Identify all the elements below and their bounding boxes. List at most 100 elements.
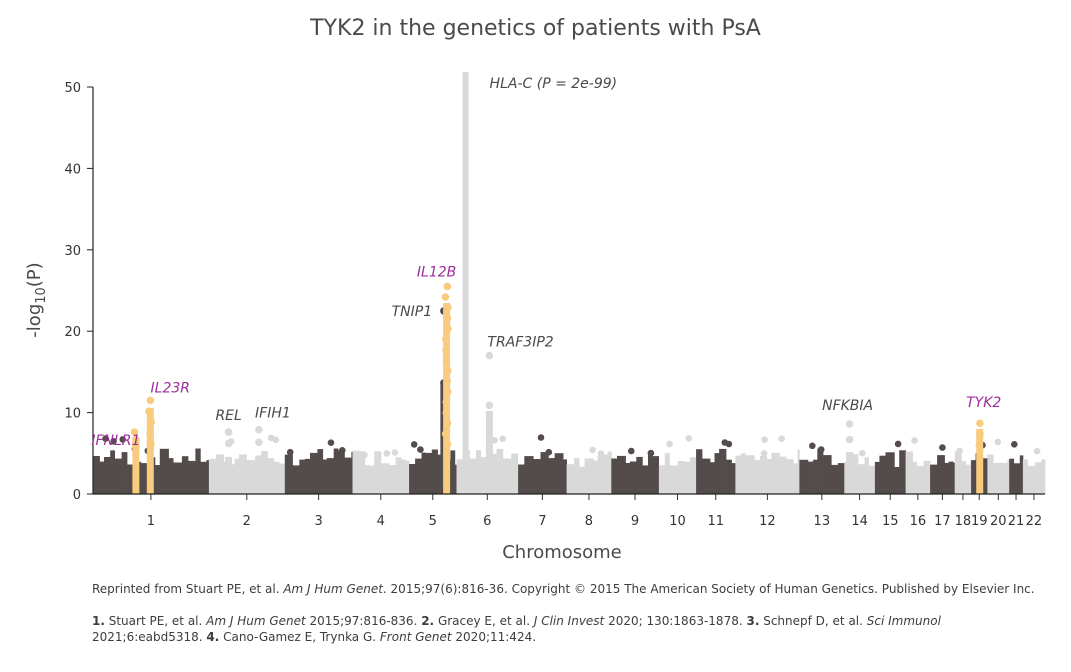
chromosome-segment: [159, 448, 169, 494]
snp-point: [441, 430, 450, 438]
gene-label-tnip1: TNIP1: [392, 304, 433, 320]
chromosome-segment: [563, 459, 567, 494]
snp-point: [327, 439, 335, 447]
snp-point: [976, 430, 984, 439]
chromosome-segment: [766, 459, 772, 494]
chromosome-segment: [868, 465, 876, 494]
chromosome-segment: [310, 452, 318, 494]
chromosome-segment: [338, 450, 345, 494]
snp-point: [361, 451, 368, 459]
chromosome-segment: [540, 452, 549, 494]
chromosome-segment: [140, 463, 149, 494]
citation-suffix: . 2015;97(6):816-36. Copyright © 2015 Th…: [382, 582, 1035, 596]
chromosome-segment: [937, 455, 945, 494]
chromosome-segment: [351, 451, 353, 494]
snp-point: [444, 366, 452, 375]
chromosome-segment: [389, 465, 396, 494]
y-axis-label-sub: 10: [34, 287, 49, 304]
reference-item: 4. Cano-Gamez E, Trynka G. Front Genet 2…: [206, 630, 537, 644]
chromosome-segment: [759, 455, 768, 494]
chromosome-segment: [696, 449, 703, 494]
snp-point: [499, 435, 507, 443]
chromosome-segment: [524, 456, 534, 494]
chromosome-segment: [864, 457, 869, 494]
snp-point: [444, 303, 452, 312]
chromosome-segment: [669, 465, 679, 494]
chromosome-segment: [1041, 459, 1046, 494]
chromosome-segment: [944, 462, 949, 494]
y-tick-label: 30: [64, 244, 81, 259]
chromosome-segment: [431, 449, 438, 494]
chromosome-segment: [454, 464, 457, 494]
locus-rel: [224, 428, 233, 494]
chromosome-segment: [807, 461, 814, 494]
snp-point: [491, 437, 498, 444]
chromosome-segment: [916, 466, 924, 494]
chromosome-segment: [415, 458, 422, 494]
chromosome-segment: [981, 458, 988, 494]
locus-il12b: [441, 282, 452, 494]
chromosome-segment: [476, 450, 481, 494]
y-axis-label-suffix: (P): [24, 262, 45, 287]
chromosome-segment: [858, 464, 865, 494]
gene-label-rel: REL: [215, 408, 241, 424]
chromosome-segment: [793, 463, 798, 494]
snp-point: [147, 440, 155, 448]
chromosome-segment: [168, 458, 174, 494]
chromosome-segment: [154, 465, 161, 494]
chromosome-blocks: [93, 434, 1046, 494]
x-tick-label: 10: [669, 514, 686, 529]
snp-point: [255, 425, 263, 434]
chromosome-segment: [642, 465, 649, 494]
snp-point: [911, 437, 918, 444]
y-tick-label: 50: [64, 81, 81, 96]
chromosome-segment: [954, 451, 962, 494]
gene-label-il12b: IL12B: [417, 264, 456, 280]
chromosome-segment: [652, 456, 659, 494]
svg-text:-log10(P): -log10(P): [24, 262, 49, 337]
chromosome-segment: [961, 461, 967, 494]
y-tick-label: 0: [73, 488, 81, 503]
chromosome-segment: [234, 458, 240, 494]
chromosome-9: [611, 447, 659, 494]
snp-point: [939, 444, 946, 451]
reference-item: 3. Schnepf D, et al. Sci Immunol 2021;6:…: [92, 614, 941, 644]
chromosome-segment: [740, 453, 746, 494]
chromosome-segment: [786, 459, 794, 494]
chromosome-segment: [188, 460, 196, 494]
chromosome-segment: [948, 461, 954, 494]
chromosome-segment: [965, 464, 971, 494]
loci-layer: [130, 72, 984, 494]
snp-point: [685, 435, 693, 442]
snp-point: [1011, 441, 1018, 448]
chromosome-16: [905, 437, 931, 494]
chromosome-segment: [771, 452, 780, 494]
chromosome-segment: [879, 455, 886, 494]
snp-point: [146, 429, 154, 437]
chromosome-segment: [127, 464, 135, 494]
chromosome-segment: [607, 451, 612, 494]
locus-bar: [255, 455, 263, 494]
locus-bar: [976, 428, 984, 494]
chromosome-segment: [299, 459, 306, 494]
chromosome-segment: [502, 458, 512, 494]
chromosome-20: [987, 438, 1010, 494]
chromosome-segment: [326, 458, 335, 494]
gene-label-tyk2: TYK2: [966, 395, 1001, 411]
gene-label-il23r: IL23R: [151, 380, 190, 396]
snp-point: [442, 345, 450, 354]
chromosome-segment: [284, 454, 293, 494]
snp-point: [809, 442, 816, 450]
snp-point: [339, 447, 346, 454]
chromosome-segment: [304, 458, 311, 494]
snp-point: [286, 448, 294, 456]
x-tick-label: 12: [759, 514, 776, 529]
chromosome-segment: [1013, 463, 1021, 494]
snp-point: [443, 377, 452, 386]
chromosome-segment: [930, 464, 938, 494]
chromosome-segment: [970, 461, 972, 494]
chromosome-segment: [246, 460, 256, 494]
snp-point: [721, 439, 729, 446]
snp-point: [666, 440, 673, 448]
snp-point: [441, 293, 450, 301]
